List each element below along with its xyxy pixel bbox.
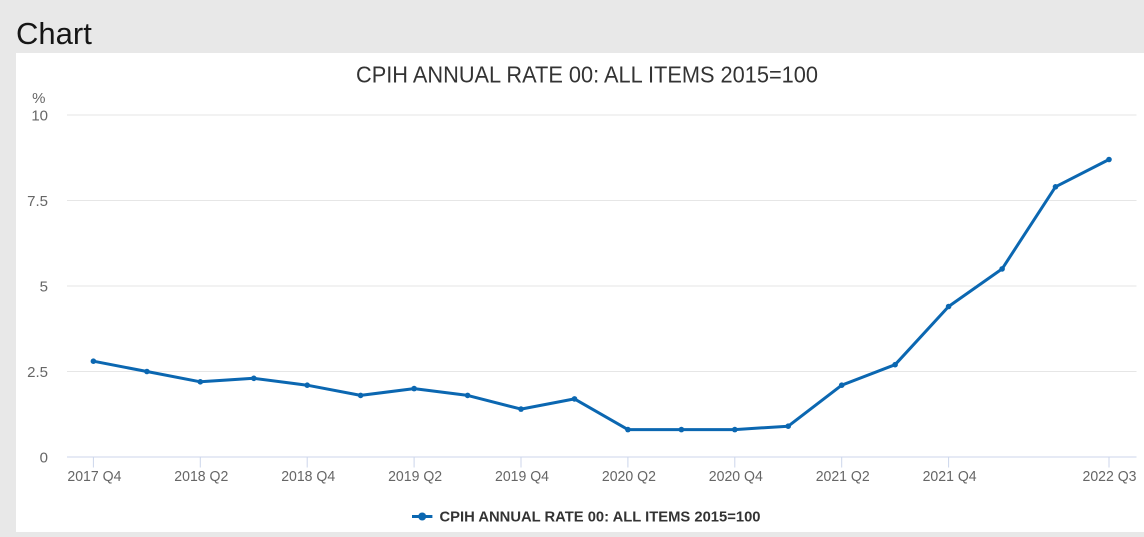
svg-text:2021 Q2: 2021 Q2	[816, 468, 870, 485]
svg-text:2021 Q4: 2021 Q4	[923, 468, 977, 485]
svg-text:2019 Q2: 2019 Q2	[388, 468, 442, 485]
svg-text:2018 Q4: 2018 Q4	[281, 468, 335, 485]
svg-text:2.5: 2.5	[27, 364, 48, 381]
svg-text:5: 5	[40, 279, 48, 296]
svg-text:2019 Q4: 2019 Q4	[495, 468, 549, 485]
svg-text:2018 Q2: 2018 Q2	[174, 468, 228, 485]
svg-text:2020 Q2: 2020 Q2	[602, 468, 656, 485]
svg-text:10: 10	[31, 108, 48, 125]
svg-text:7.5: 7.5	[27, 193, 48, 210]
svg-text:2017 Q4: 2017 Q4	[67, 468, 121, 485]
svg-text:%: %	[32, 90, 45, 107]
svg-text:CPIH ANNUAL RATE 00: ALL ITEMS: CPIH ANNUAL RATE 00: ALL ITEMS 2015=100	[356, 62, 818, 88]
svg-text:2020 Q4: 2020 Q4	[709, 468, 763, 485]
svg-text:CPIH ANNUAL RATE 00: ALL ITEMS: CPIH ANNUAL RATE 00: ALL ITEMS 2015=100	[440, 509, 761, 526]
svg-text:2022 Q3: 2022 Q3	[1083, 468, 1137, 485]
svg-text:0: 0	[40, 450, 48, 467]
